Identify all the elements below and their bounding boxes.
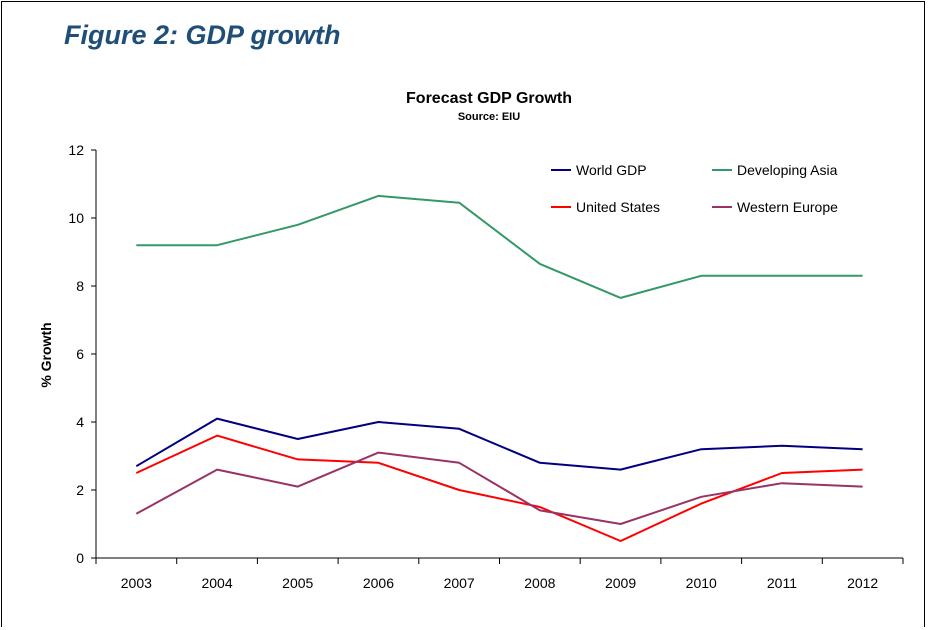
x-tick-label: 2004 [201, 575, 232, 591]
x-tick-label: 2006 [363, 575, 394, 591]
legend-label-united-states: United States [576, 199, 660, 215]
y-tick-label: 2 [76, 482, 84, 498]
series-line-united-states [135, 434, 863, 542]
y-tick-label: 10 [68, 210, 84, 226]
x-tick-label: 2005 [282, 575, 313, 591]
x-tick-label: 2011 [767, 575, 797, 591]
y-tick-label: 12 [68, 142, 84, 158]
y-tick-label: 0 [76, 550, 84, 566]
figure-title: Figure 2: GDP growth [64, 20, 341, 50]
x-tick-label: 2009 [605, 575, 636, 591]
chart-subtitle: Source: EIU [458, 111, 520, 123]
x-tick-label: 2008 [524, 575, 555, 591]
y-tick-label: 4 [76, 414, 84, 430]
x-tick-label: 2003 [121, 575, 152, 591]
chart-title: Forecast GDP Growth [406, 90, 572, 107]
series-line-western-europe [135, 451, 863, 525]
y-axis-label: % Growth [38, 322, 54, 387]
legend-label-western-europe: Western Europe [737, 199, 838, 215]
legend-label-world-gdp: World GDP [576, 162, 647, 178]
series-line-developing-asia [136, 194, 863, 299]
y-tick-label: 6 [76, 346, 84, 362]
x-tick-label: 2010 [686, 575, 717, 591]
series-line-world-gdp [135, 417, 863, 471]
x-tick-label: 2007 [444, 575, 475, 591]
x-tick-label: 2012 [847, 575, 878, 591]
legend-label-developing-asia: Developing Asia [737, 162, 838, 178]
y-tick-label: 8 [76, 278, 84, 294]
